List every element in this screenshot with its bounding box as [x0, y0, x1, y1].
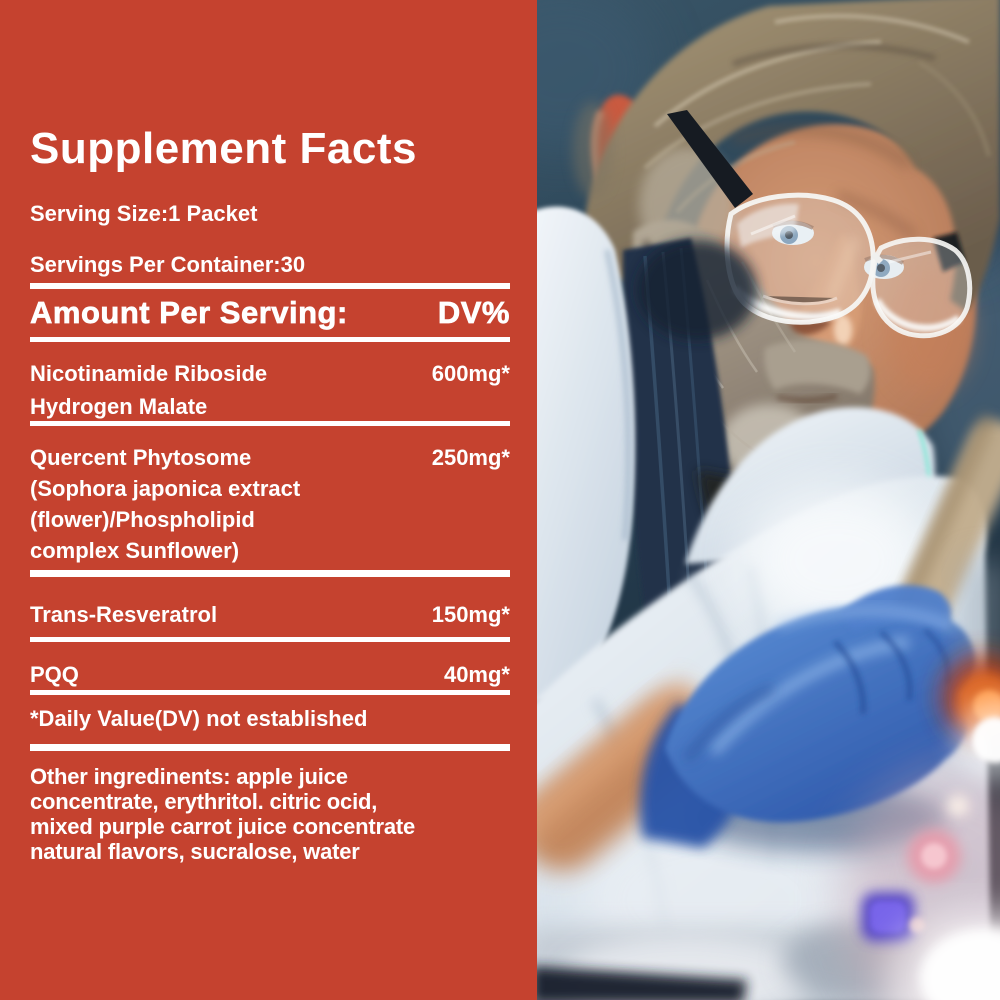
amount-per-serving-label: Amount Per Serving: [30, 295, 348, 331]
ingredient-name-line2: Hydrogen Malate [30, 394, 208, 419]
divider [30, 570, 510, 577]
panel-title: Supplement Facts [30, 124, 417, 173]
ingredient-name-line2: (Sophora japonica extract [30, 476, 301, 501]
ingredient-row-nicotinamide: Nicotinamide Riboside 600mg* Hydrogen Ma… [30, 357, 510, 423]
other-ingredients-line: mixed purple carrot juice concentrate [30, 814, 416, 839]
eyebrow-shadow [835, 191, 919, 240]
other-ingredients-line: natural flavors, sucralose, water [30, 839, 360, 864]
other-ingredients-line: concentrate, erythritol. citric ocid, [30, 789, 378, 814]
ingredient-row-trans-resveratrol: Trans-Resveratrol 150mg* [30, 599, 510, 630]
divider [30, 690, 510, 695]
bokeh-lights [842, 653, 1000, 1000]
divider [30, 421, 510, 426]
ingredient-name: Trans-Resveratrol [30, 602, 218, 627]
serving-size: Serving Size:1 Packet [30, 201, 258, 226]
neck-shadow [637, 240, 757, 340]
ingredient-amount: 250mg* [431, 445, 510, 470]
mouth-shadow [776, 393, 838, 404]
ingredient-name: Quercent Phytosome [30, 445, 252, 470]
glove-hand [665, 604, 976, 823]
scientist-photo [537, 0, 1000, 1000]
other-ingredients-line: Other ingredinents: apple juice [30, 764, 348, 789]
divider [30, 283, 510, 289]
glasses-lens-near [727, 195, 874, 323]
coat-left-collar [537, 206, 636, 703]
ingredient-name-line4: complex Sunflower) [30, 538, 240, 563]
divider [30, 744, 510, 751]
white-bokeh [972, 717, 1000, 763]
glasses-lens-far [872, 239, 970, 336]
ingredient-row-pqq: PQQ 40mg* [30, 659, 510, 690]
ingredient-amount: 600mg* [431, 361, 510, 386]
divider [30, 637, 510, 642]
supplement-facts-panel: Supplement Facts Serving Size:1 Packet S… [0, 0, 537, 1000]
dv-percent-label: DV% [437, 295, 510, 331]
scientist-photo-svg [537, 0, 1000, 1000]
ingredient-name: PQQ [30, 662, 79, 687]
glasses-temple-arm [667, 110, 753, 208]
other-ingredients: Other ingredinents: apple juice concentr… [30, 764, 510, 864]
ingredient-name-line3: (flower)/Phospholipid [30, 507, 255, 532]
amount-per-serving-header-row: Amount Per Serving: DV% [30, 295, 510, 331]
divider [30, 337, 510, 342]
servings-per-container: Servings Per Container:30 [30, 252, 306, 277]
ingredient-amount: 150mg* [431, 602, 510, 627]
ingredient-amount: 40mg* [443, 662, 510, 687]
ingredient-name: Nicotinamide Riboside [30, 361, 268, 386]
bright-white-glow [919, 928, 1000, 1000]
mustache [764, 340, 871, 394]
ingredient-row-quercent-phytosome: Quercent Phytosome 250mg* (Sophora japon… [30, 442, 510, 566]
daily-value-footnote: *Daily Value(DV) not established [30, 706, 368, 731]
